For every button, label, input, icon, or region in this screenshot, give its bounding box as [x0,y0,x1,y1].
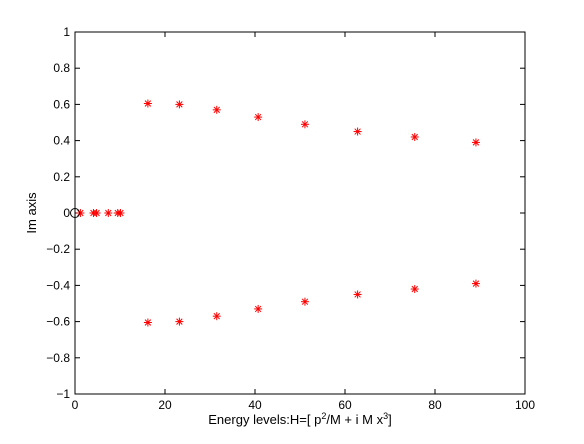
x-axis-label: Energy levels:H=[ p2/M + i M x3] [75,411,525,428]
x-axis-label-superscript-1: 2 [321,411,327,421]
data-point-asterisk [212,312,221,321]
y-axis-label: Im axis [24,192,39,234]
y-tick-label: 0.4 [53,134,70,148]
data-point-asterisk [353,290,362,299]
x-tick-label: 40 [248,398,262,412]
y-tick-label: −1 [56,387,70,401]
data-points [70,99,480,327]
data-point-asterisk [410,132,419,141]
data-point-asterisk [254,304,263,313]
x-tick-label: 20 [158,398,172,412]
y-tick-label: 0.2 [53,170,70,184]
x-axis-label-prefix: Energy levels:H=[ p [208,412,322,427]
x-axis-label-middle: /M + i M x [326,412,384,427]
data-point-asterisk [175,317,184,326]
y-tick-label: −0.6 [46,315,70,329]
x-axis-label-superscript-2: 3 [383,411,389,421]
data-point-asterisk [410,285,419,294]
data-point-asterisk [300,297,309,306]
data-point-asterisk [471,279,480,288]
y-tick-label: −0.4 [46,278,70,292]
data-point-asterisk [76,209,85,217]
data-point-asterisk [353,127,362,136]
data-point-asterisk [143,318,152,327]
data-point-asterisk [104,209,113,217]
data-point-asterisk [254,113,263,122]
y-tick-label: 0.8 [53,61,70,75]
data-point-asterisk [300,120,309,129]
data-point-asterisk [143,99,152,108]
plot-area [74,31,526,395]
axis-tick-labels: 0 20 40 60 80 100 −1 −0.8 −0.6 −0.4 −0.2 0 0.2 0.4 0.6… [46,25,535,412]
y-tick-label: −0.8 [46,351,70,365]
data-point-asterisk [92,209,101,217]
x-axis-label-suffix: ] [388,412,392,427]
x-tick-label: 0 [72,398,79,412]
x-tick-label: 100 [515,398,535,412]
x-tick-label: 80 [428,398,442,412]
y-tick-label: 0.6 [53,97,70,111]
data-point-asterisk [212,105,221,114]
data-point-asterisk [471,138,480,147]
y-tick-label: 0 [63,206,70,220]
data-point-asterisk [175,100,184,109]
data-point-asterisk [116,209,125,217]
x-tick-label: 60 [338,398,352,412]
y-tick-label: 1 [63,25,70,39]
y-tick-label: −0.2 [46,242,70,256]
data-point-circle [70,208,80,218]
